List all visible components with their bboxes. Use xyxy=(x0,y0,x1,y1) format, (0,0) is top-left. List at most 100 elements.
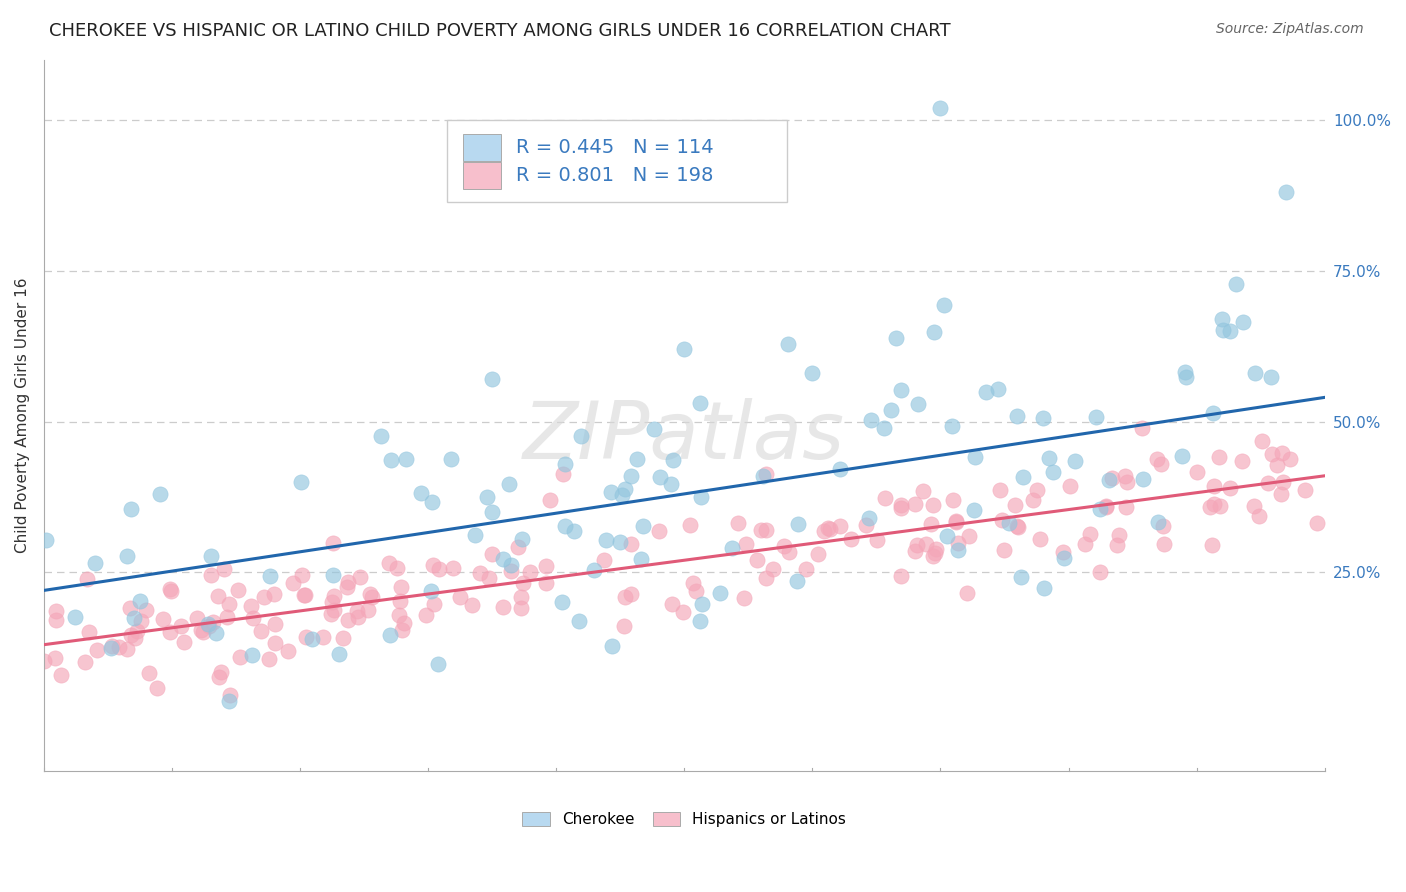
Point xyxy=(551,467,574,481)
Point xyxy=(191,625,214,640)
Point xyxy=(120,502,142,516)
Point xyxy=(135,603,157,617)
Point xyxy=(609,535,631,549)
Point xyxy=(925,542,948,557)
Point xyxy=(277,644,299,658)
Point xyxy=(755,571,778,585)
Point xyxy=(207,589,229,603)
Point xyxy=(773,540,796,554)
Point xyxy=(100,640,122,655)
Point xyxy=(562,524,585,538)
Point xyxy=(159,582,181,596)
Point xyxy=(551,595,574,609)
Point xyxy=(394,452,416,467)
Point xyxy=(1007,520,1029,534)
Point xyxy=(755,523,778,537)
Point xyxy=(63,609,86,624)
Point xyxy=(1267,458,1289,472)
Point xyxy=(1088,501,1111,516)
Point xyxy=(1278,451,1301,466)
Point xyxy=(1275,186,1298,200)
Point xyxy=(872,421,894,435)
Point xyxy=(337,613,360,627)
Point xyxy=(1244,367,1267,381)
Point xyxy=(859,413,882,427)
Point xyxy=(380,452,402,467)
Point xyxy=(1032,581,1054,595)
Point xyxy=(1150,457,1173,471)
Point xyxy=(291,567,314,582)
Point xyxy=(786,516,808,531)
Point xyxy=(440,452,463,467)
Point xyxy=(1198,500,1220,514)
Point xyxy=(86,643,108,657)
Point xyxy=(907,397,929,411)
Point xyxy=(610,488,633,502)
Point xyxy=(510,590,533,604)
Point xyxy=(631,519,654,533)
Point xyxy=(186,611,208,625)
Point xyxy=(49,667,72,681)
Point xyxy=(510,532,533,546)
Point xyxy=(1130,421,1153,435)
Point xyxy=(1022,492,1045,507)
Point xyxy=(1212,323,1234,337)
Point xyxy=(129,614,152,628)
Point xyxy=(117,642,139,657)
Point xyxy=(169,619,191,633)
Point xyxy=(922,498,945,512)
Point xyxy=(751,468,773,483)
Point xyxy=(173,635,195,649)
Point xyxy=(337,575,360,590)
Point xyxy=(217,610,239,624)
Point xyxy=(1219,324,1241,338)
Point xyxy=(1084,409,1107,424)
Text: CHEROKEE VS HISPANIC OR LATINO CHILD POVERTY AMONG GIRLS UNDER 16 CORRELATION CH: CHEROKEE VS HISPANIC OR LATINO CHILD POV… xyxy=(49,22,950,40)
Point xyxy=(204,625,226,640)
Point xyxy=(709,586,731,600)
Point xyxy=(1053,551,1076,566)
Point xyxy=(160,584,183,599)
Point xyxy=(441,561,464,575)
Point xyxy=(198,618,221,632)
Point xyxy=(1114,469,1136,483)
Point xyxy=(108,640,131,655)
Point xyxy=(956,586,979,600)
Point xyxy=(534,559,557,574)
Point xyxy=(924,546,946,560)
Point xyxy=(361,590,384,604)
Point xyxy=(149,487,172,501)
Point xyxy=(904,497,927,511)
Point xyxy=(929,101,952,115)
Point xyxy=(751,523,773,537)
Point xyxy=(409,486,432,500)
Point xyxy=(1249,509,1271,524)
Point xyxy=(988,483,1011,498)
Point xyxy=(945,514,967,528)
Point xyxy=(1250,434,1272,448)
Point xyxy=(1032,411,1054,425)
Point xyxy=(583,563,606,577)
Point xyxy=(312,631,335,645)
Point xyxy=(449,590,471,604)
Point xyxy=(1208,450,1230,465)
Point xyxy=(281,576,304,591)
Point xyxy=(347,609,370,624)
Point xyxy=(1260,370,1282,384)
Point xyxy=(672,605,695,619)
Point xyxy=(1271,446,1294,460)
Point xyxy=(73,655,96,669)
Point xyxy=(263,616,285,631)
Point xyxy=(120,601,142,615)
Point xyxy=(319,607,342,621)
Point xyxy=(613,590,636,604)
Point xyxy=(727,516,749,531)
Point xyxy=(290,475,312,489)
Point xyxy=(1074,537,1097,551)
Point xyxy=(1078,527,1101,541)
Point xyxy=(721,541,744,555)
Point xyxy=(1011,470,1033,484)
Text: R = 0.445   N = 114: R = 0.445 N = 114 xyxy=(516,138,714,157)
Point xyxy=(200,549,222,563)
Point xyxy=(1108,528,1130,542)
